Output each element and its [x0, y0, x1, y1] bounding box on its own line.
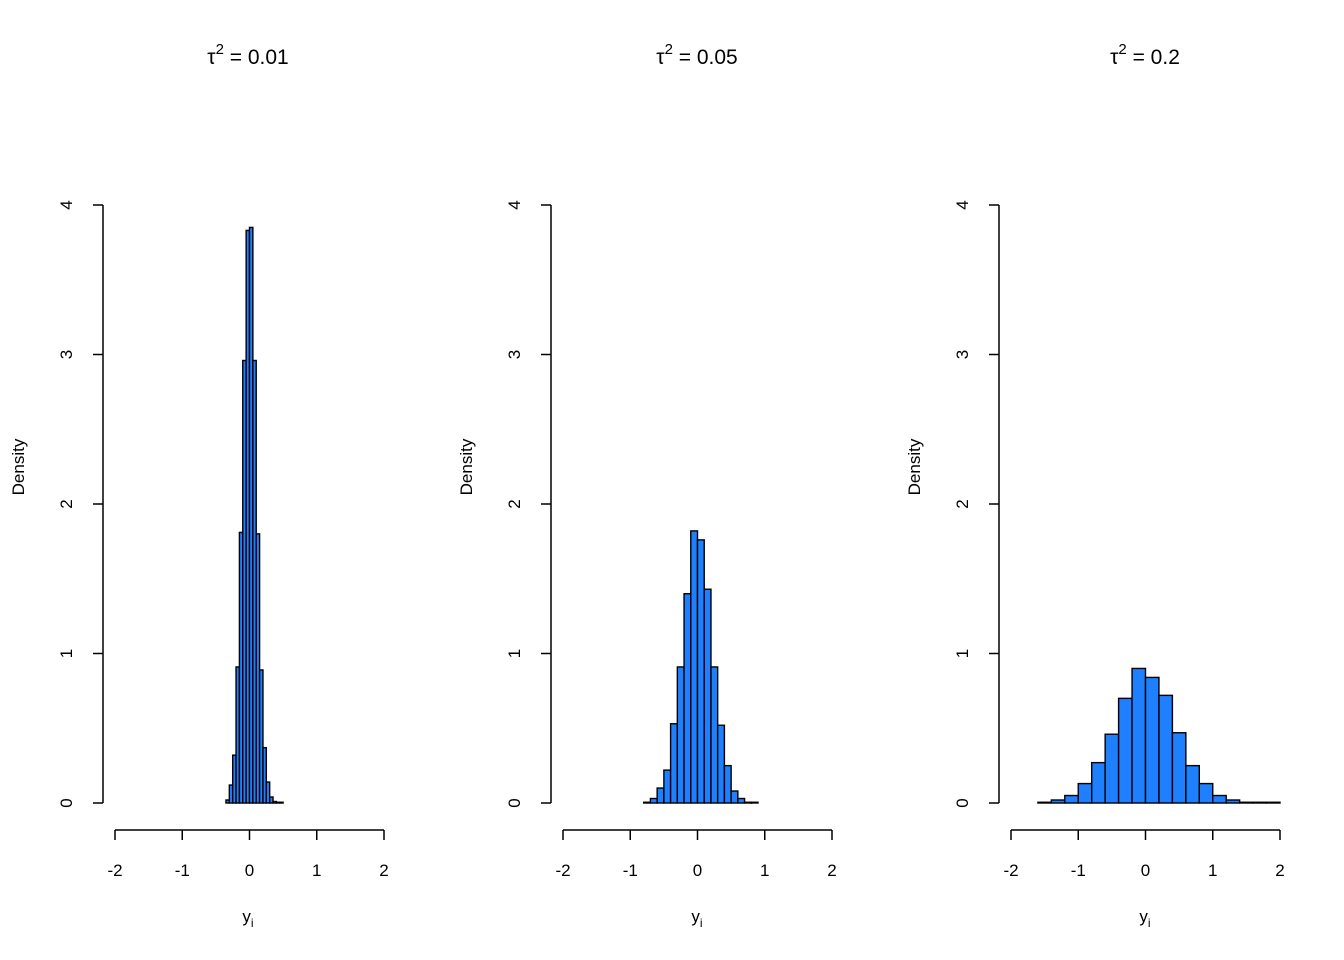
histogram-bar: [1185, 764, 1200, 804]
histogram-bar: [663, 769, 672, 804]
x-axis-label: yi: [1139, 907, 1150, 930]
histogram-bar: [1225, 799, 1241, 804]
histogram-bar: [716, 724, 726, 804]
histogram-bar: [710, 666, 719, 804]
y-tick-label: 3: [505, 350, 524, 359]
histogram-bar: [1117, 697, 1133, 804]
y-tick-label: 1: [57, 649, 76, 658]
y-axis: 0 1 2 3 4: [57, 200, 104, 808]
y-tick-label: 1: [953, 649, 972, 658]
histogram-bar: [1252, 801, 1268, 804]
y-tick-label: 0: [505, 798, 524, 807]
y-tick-label: 4: [953, 200, 972, 209]
histogram-bar: [1104, 733, 1120, 804]
y-tick-label: 3: [953, 350, 972, 359]
histogram-bar: [643, 801, 652, 804]
histogram-bar: [268, 796, 274, 804]
histogram-bar: [255, 533, 261, 804]
x-tick-label: 1: [1208, 861, 1217, 880]
histogram-bar: [690, 530, 699, 804]
histogram-bar: [696, 539, 705, 804]
x-tick-label: -1: [1071, 861, 1086, 880]
histogram-bar: [649, 797, 658, 804]
histogram-bar: [1144, 676, 1160, 804]
x-tick-label: -2: [555, 861, 570, 880]
x-tick-label: -2: [1003, 861, 1018, 880]
panel-tau2-0.2: τ2 = 0.2 0 1 2 3 4 -2 -1 0 1 2 Density yi: [905, 41, 1285, 930]
panel-tau2-0.05: τ2 = 0.05 0 1 2 3 4 -2 -1 0 1 2 Density yi: [457, 41, 837, 930]
histogram-bar: [262, 746, 268, 804]
x-tick-label: -1: [175, 861, 190, 880]
y-tick-label: 0: [57, 798, 76, 807]
panel-tau2-0.01: τ2 = 0.01 0 1 2 3 4 -2 -1 0 1 2 Density yi: [9, 41, 389, 930]
y-tick-label: 2: [57, 499, 76, 508]
x-axis-label: yi: [691, 907, 702, 930]
x-axis-label: yi: [242, 907, 253, 930]
histogram-bar: [730, 790, 739, 804]
histogram-bar: [258, 669, 264, 804]
panel-title: τ2 = 0.2: [1110, 41, 1180, 69]
histogram-bar: [1064, 794, 1079, 804]
y-tick-label: 1: [505, 649, 524, 658]
histogram-bar: [656, 787, 665, 804]
histogram-bars: [643, 530, 759, 804]
x-tick-label: 2: [827, 861, 836, 880]
histogram-bar: [703, 588, 712, 804]
x-axis: -2 -1 0 1 2: [107, 829, 389, 880]
y-tick-label: 2: [505, 499, 524, 508]
histogram-bar: [1198, 782, 1214, 804]
y-tick-label: 3: [57, 350, 76, 359]
histogram-bar: [1212, 794, 1227, 804]
y-tick-label: 0: [953, 798, 972, 807]
histogram-bar: [1238, 801, 1254, 804]
x-tick-label: -1: [623, 861, 638, 880]
y-axis-label: Density: [457, 438, 476, 495]
histogram-bar: [1037, 801, 1053, 804]
histogram-bar: [676, 666, 685, 804]
x-axis: -2 -1 0 1 2: [555, 829, 837, 880]
histogram-bar: [1050, 799, 1066, 804]
y-axis-label: Density: [905, 438, 924, 495]
histogram-bar: [265, 781, 271, 804]
y-tick-label: 4: [505, 200, 524, 209]
histogram-bar: [1090, 761, 1106, 804]
panel-title: τ2 = 0.01: [207, 41, 288, 69]
histogram-bar: [669, 723, 679, 804]
histogram-bar: [1077, 782, 1093, 804]
y-axis: 0 1 2 3 4: [953, 200, 1000, 808]
x-tick-label: 1: [312, 861, 321, 880]
histogram-bars: [1037, 667, 1281, 804]
x-tick-label: 0: [693, 861, 702, 880]
histogram-bar: [723, 764, 732, 804]
histogram-bar: [683, 593, 692, 804]
x-tick-label: -2: [107, 861, 122, 880]
histogram-bar: [743, 801, 753, 804]
x-tick-label: 1: [760, 861, 769, 880]
histogram-bar: [1171, 732, 1187, 804]
y-axis: 0 1 2 3 4: [505, 200, 552, 808]
x-axis: -2 -1 0 1 2: [1003, 829, 1285, 880]
histogram-bar: [1265, 801, 1281, 804]
y-axis-label: Density: [9, 438, 28, 495]
histogram-bar: [1131, 667, 1147, 804]
histogram-bar: [1158, 694, 1174, 804]
histogram-bar: [750, 801, 759, 804]
x-tick-label: 0: [245, 861, 254, 880]
histogram-bar: [737, 797, 746, 804]
y-tick-label: 4: [57, 200, 76, 209]
histogram-bars: [225, 226, 284, 804]
histogram-bar: [279, 801, 284, 804]
x-tick-label: 2: [1275, 861, 1284, 880]
x-tick-label: 2: [379, 861, 388, 880]
x-tick-label: 0: [1141, 861, 1150, 880]
panel-title: τ2 = 0.05: [656, 41, 737, 69]
y-tick-label: 2: [953, 499, 972, 508]
